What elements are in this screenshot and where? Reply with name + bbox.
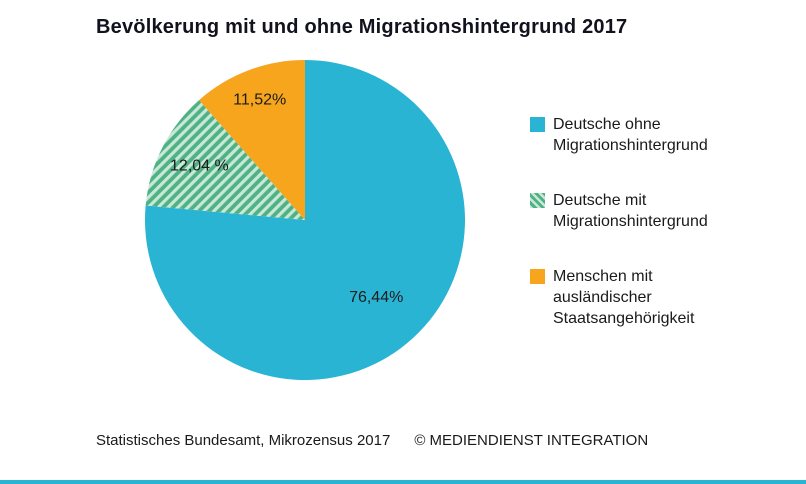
legend-item-2: Deutsche mit Migrationshintergrund xyxy=(530,190,760,232)
legend-label-1: Deutsche ohne Migrationshintergrund xyxy=(553,116,708,154)
footer: Statistisches Bundesamt, Mikrozensus 201… xyxy=(96,432,648,449)
legend-item-3: Menschen mit ausländischer Staatsangehör… xyxy=(530,266,760,329)
legend: Deutsche ohne Migrationshintergrund Deuts… xyxy=(530,114,760,363)
chart-title: Bevölkerung mit und ohne Migrationshinte… xyxy=(96,16,628,38)
pie-slice-percent-label-1: 76,44% xyxy=(349,289,403,306)
legend-label-2: Deutsche mit Migrationshintergrund xyxy=(553,192,708,230)
pie-slice-2 xyxy=(145,100,305,220)
legend-swatch-3 xyxy=(530,269,545,284)
pie-slice-percent-label-2: 12,04 % xyxy=(170,158,229,175)
legend-item-1: Deutsche ohne Migrationshintergrund xyxy=(530,114,760,156)
legend-swatch-1 xyxy=(530,117,545,132)
legend-swatch-2 xyxy=(530,193,545,208)
pie-slice-percent-label-3: 11,52% xyxy=(233,92,286,109)
source-text: Statistisches Bundesamt, Mikrozensus 201… xyxy=(96,432,391,449)
legend-label-3: Menschen mit ausländischer Staatsangehör… xyxy=(553,268,695,327)
credit-text: © MEDIENDIENST INTEGRATION xyxy=(414,432,649,449)
pie-chart-area: 76,44% 12,04 % 11,52% xyxy=(140,55,470,385)
pie-slice-3 xyxy=(199,60,305,220)
pie-chart: 76,44% 12,04 % 11,52% xyxy=(144,60,465,380)
bottom-accent-bar xyxy=(0,480,806,484)
pie-slice-1 xyxy=(144,60,465,380)
